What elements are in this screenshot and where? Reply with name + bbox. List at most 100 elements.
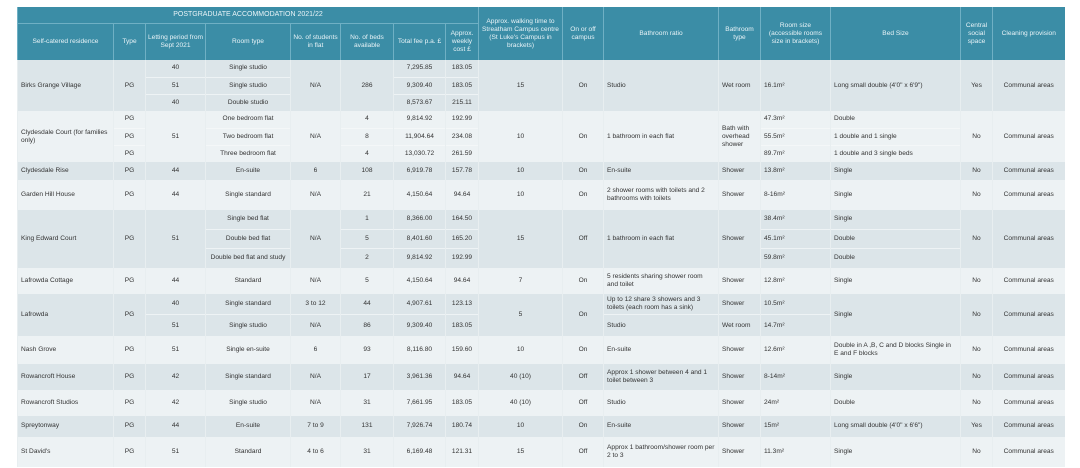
cell-fee: 3,961.36 [393, 363, 446, 390]
cell-weekly: 164.50 [445, 210, 479, 230]
cell-bed: Double [830, 111, 961, 128]
cell-bath-type: Shower [718, 180, 761, 210]
cell-fee: 9,814.92 [393, 111, 446, 128]
cell-type: PG [113, 144, 146, 162]
cell-social: No [960, 389, 993, 416]
cell-beds: 31 [340, 389, 394, 416]
cell-social: No [960, 293, 993, 336]
cell-type: PG [113, 127, 146, 145]
cell-letting: 51 [145, 436, 206, 467]
cell-weekly: 183.05 [445, 60, 479, 77]
cell-bed: Double [830, 228, 961, 249]
cell-type: PG [113, 111, 146, 128]
cell-bath-ratio: En-suite [603, 335, 719, 364]
cell-cleaning: Communal areas [992, 363, 1065, 390]
table-row: 51 Single studio N/A 86 9,309.40 183.05 Studio… [18, 314, 1065, 336]
table-row: Double bed flat and study 2 9,814.92 192.99… [18, 248, 1065, 268]
cell-bed: Double [830, 389, 961, 416]
cell-bath-type: Wet room [718, 60, 761, 111]
cell-bath-ratio: Studio [603, 314, 719, 336]
cell-room: Standard [205, 436, 291, 467]
cell-type: PG [113, 180, 146, 210]
cell-campus: On [562, 293, 604, 336]
cell-weekly: 165.20 [445, 228, 479, 249]
cell-size: 45.1m² [760, 228, 831, 249]
cell-bath-ratio: Studio [603, 389, 719, 416]
residence-row-group: St David's PG 51 Standard 4 to 6 31 6,169.48 12… [17, 436, 1065, 467]
cell-campus: On [562, 335, 604, 364]
cell-fee: 7,295.85 [393, 60, 446, 77]
cell-type: PG [113, 162, 146, 180]
cell-name: King Edward Court [17, 210, 114, 268]
cell-letting: 44 [145, 267, 206, 294]
cell-size: 55.5m² [760, 127, 831, 145]
cell-size: 59.8m² [760, 248, 831, 268]
cell-bath-type: Shower [718, 436, 761, 467]
cell-fee: 9,309.40 [393, 76, 446, 94]
cell-walk: 40 (10) [478, 363, 563, 390]
cell-letting: 51 [145, 210, 206, 268]
cell-size: 16.1m² [760, 60, 831, 111]
table-row: PG Three bedroom flat 4 13,030.72 261.59 89.7… [18, 144, 1065, 162]
cell-beds: 17 [340, 363, 394, 390]
table-row: Birks Grange Village PG 40 Single studio N/A… [17, 60, 1065, 111]
cell-cleaning: Communal areas [992, 389, 1065, 416]
cell-room: Single studio [205, 389, 291, 416]
cell-name: Rowancroft Studios [17, 389, 114, 416]
cell-bath-ratio: 5 residents sharing shower room and toil… [603, 267, 719, 294]
cell-beds: 21 [340, 180, 394, 210]
cell-students: 3 to 12 [290, 293, 341, 315]
col-header: Self-catered residence [17, 23, 114, 60]
residence-row-group: Nash Grove PG 51 Single en-suite 6 93 8,116.80… [17, 335, 1065, 364]
cell-social: No [960, 363, 993, 390]
cell-campus: On [562, 162, 604, 180]
cell-letting: 42 [145, 389, 206, 416]
cell-size: 10.5m² [760, 293, 831, 315]
cell-bed: Long small double (4'0" x 6'9") [830, 60, 961, 111]
residence-row-group: Clydesdale Court (for families only) PG 51… [17, 111, 1065, 162]
cell-bed: 1 double and 1 single [830, 127, 961, 145]
cell-fee: 8,401.60 [393, 228, 446, 249]
cell-fee: 4,907.61 [393, 293, 446, 315]
cell-type: PG [113, 436, 146, 467]
cell-room: Double studio [205, 93, 291, 111]
cell-letting: 42 [145, 363, 206, 390]
cell-room: Two bedroom flat [205, 127, 291, 145]
cell-students: 6 [290, 162, 341, 180]
cell-beds: 93 [340, 335, 394, 364]
cell-room: Single studio [205, 314, 291, 336]
cell-room: En-suite [205, 162, 291, 180]
cell-fee: 4,150.64 [393, 267, 446, 294]
cell-weekly: 121.31 [445, 436, 479, 467]
cell-campus: On [562, 267, 604, 294]
cell-weekly: 183.05 [445, 76, 479, 94]
cell-fee: 8,116.80 [393, 335, 446, 364]
cell-size: 11.3m² [760, 436, 831, 467]
cell-bath-type: Shower [718, 415, 761, 437]
cell-campus: Off [562, 210, 604, 268]
cell-weekly: 261.59 [445, 144, 479, 162]
cell-cleaning: Communal areas [992, 111, 1065, 162]
col-header: No. of students in flat [290, 23, 341, 60]
cell-size: 13.8m² [760, 162, 831, 180]
table-row: Lafrowda PG 40 Single standard 3 to 12 44 4,90… [17, 293, 1065, 336]
cell-cleaning: Communal areas [992, 415, 1065, 437]
cell-room: Single bed flat [205, 210, 291, 230]
cell-beds: 44 [340, 293, 394, 315]
cell-social: Yes [960, 60, 993, 111]
col-header: Letting period from Sept 2021 [145, 23, 206, 60]
table-row: 51 Single studio 9,309.40 183.05 [18, 76, 1065, 94]
cell-size: 89.7m² [760, 144, 831, 162]
cell-size: 47.3m² [760, 111, 831, 128]
cell-campus: On [562, 60, 604, 111]
cell-type: PG [113, 210, 146, 268]
cell-name: Lafrowda [17, 293, 114, 336]
cell-weekly: 192.99 [445, 248, 479, 268]
cell-campus: Off [562, 436, 604, 467]
cell-name: St David's [17, 436, 114, 467]
col-header: Type [113, 23, 146, 60]
cell-fee: 7,661.95 [393, 389, 446, 416]
cell-beds: 4 [340, 144, 394, 162]
cell-walk: 10 [478, 335, 563, 364]
table-row: Lafrowda Cottage PG 44 Standard N/A 5 4,150.64… [17, 267, 1065, 294]
